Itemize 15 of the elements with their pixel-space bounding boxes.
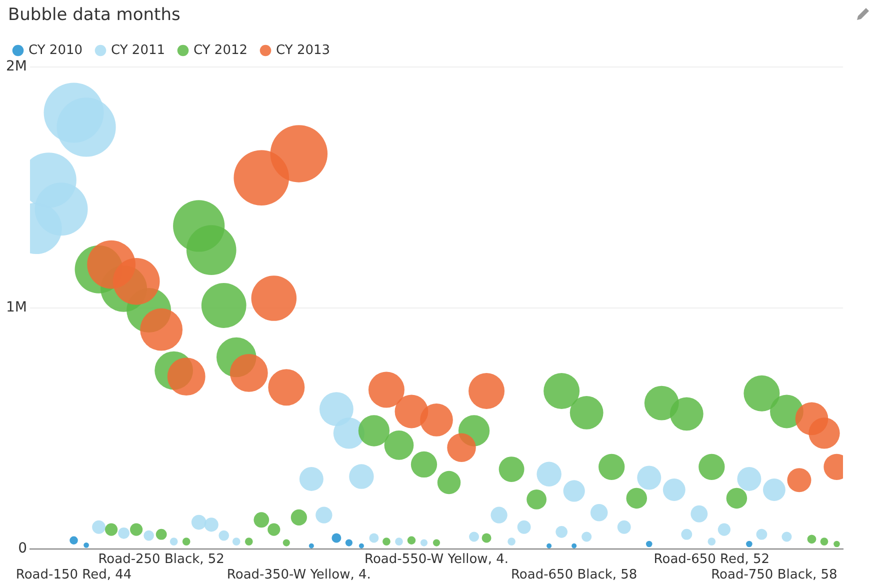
x-tick-label: Road-150 Red, 44 [16,568,132,583]
legend-label: CY 2012 [194,42,248,58]
chart-title: Bubble data months [8,5,180,25]
x-tick-label: Road-650 Red, 52 [654,552,770,567]
x-tick-label: Road-350-W Yellow, 4. [226,568,371,583]
x-tick-label: Road-250 Black, 52 [98,552,224,567]
x-tick-label: Road-750 Black, 58 [711,568,838,583]
legend-label: CY 2010 [28,42,83,58]
x-tick-label: Road-550-W Yellow, 4. [364,552,508,567]
y-tick-label: 1M [6,300,27,316]
legend-label: CY 2013 [276,42,330,58]
legend-label: CY 2011 [111,42,166,58]
y-tick-label: 2M [6,58,27,75]
x-tick-label: Road-650 Black, 58 [510,568,638,583]
y-tick-label: 0 [18,540,27,556]
